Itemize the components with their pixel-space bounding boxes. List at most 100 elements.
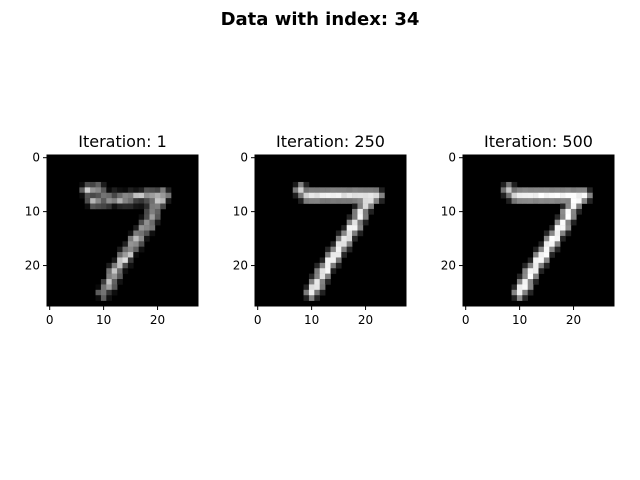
pixel	[122, 192, 129, 199]
pixel	[100, 284, 107, 291]
pixel	[133, 230, 139, 237]
pixel	[522, 284, 529, 291]
pixel	[587, 198, 593, 204]
pixel	[308, 192, 315, 199]
pixel	[111, 192, 118, 199]
pixel	[543, 235, 550, 242]
pixel	[144, 230, 150, 237]
pixel	[352, 230, 358, 237]
pixel	[362, 203, 369, 210]
pixel	[335, 235, 342, 242]
pixel	[346, 187, 353, 194]
pixel	[111, 257, 118, 264]
pixel	[138, 241, 145, 247]
y-tick-label: 20	[25, 259, 40, 273]
pixel	[111, 273, 118, 280]
pixel	[133, 246, 139, 253]
pixel	[362, 192, 369, 199]
pixel	[84, 187, 91, 194]
pixel	[570, 219, 577, 226]
pixel	[554, 198, 561, 204]
pixel	[330, 192, 337, 199]
pixel	[319, 268, 326, 274]
pixel	[516, 187, 523, 194]
panel-title: Iteration: 1	[78, 132, 167, 151]
figure-suptitle: Data with index: 34	[221, 9, 420, 30]
pixel	[511, 289, 518, 296]
pixel	[325, 187, 331, 194]
pixel	[138, 235, 145, 242]
pixel	[560, 208, 566, 215]
pixel	[357, 214, 364, 221]
digit-image	[292, 181, 385, 301]
pixel	[522, 295, 529, 301]
pixel	[538, 198, 545, 204]
pixel	[298, 181, 304, 188]
pixel	[362, 198, 369, 204]
pixel	[352, 198, 358, 204]
pixel	[527, 262, 534, 269]
pixel	[533, 268, 539, 274]
pixel	[560, 219, 566, 226]
pixel	[117, 268, 123, 274]
x-tick-label: 0	[462, 313, 470, 327]
digit-image	[500, 181, 593, 301]
pixel	[533, 246, 539, 253]
pixel	[341, 235, 347, 242]
pixel	[335, 246, 342, 253]
pixel	[549, 241, 555, 247]
pixel	[554, 187, 561, 194]
pixel	[346, 225, 353, 231]
pixel	[90, 203, 96, 210]
panels: Iteration: 1 0 10 20 0 10 20 Iteration: 250 0 10 2…	[25, 132, 615, 327]
y-tick-label: 20	[233, 259, 248, 273]
pixel	[373, 192, 380, 199]
pixel	[303, 192, 310, 199]
pixel	[522, 192, 529, 199]
pixel	[133, 235, 139, 242]
pixel	[516, 295, 523, 301]
pixel	[95, 192, 102, 199]
pixel	[341, 198, 347, 204]
pixel	[516, 198, 523, 204]
pixel	[308, 295, 315, 301]
pixel	[560, 230, 566, 237]
pixel	[106, 268, 113, 274]
pixel	[565, 214, 572, 221]
pixel	[362, 219, 369, 226]
pixel	[554, 225, 561, 231]
pixel	[511, 284, 518, 291]
pixel	[308, 289, 315, 296]
pixel	[160, 203, 166, 210]
pixel	[527, 198, 534, 204]
pixel	[122, 241, 129, 247]
pixel	[138, 246, 145, 253]
pixel	[538, 246, 545, 253]
pixel	[100, 289, 107, 296]
pixel	[117, 252, 123, 258]
pixel	[560, 198, 566, 204]
pixel	[138, 203, 145, 210]
y-tick-label: 0	[448, 151, 456, 165]
pixel	[144, 235, 150, 242]
pixel	[106, 279, 113, 285]
pixel	[127, 262, 134, 269]
pixel	[144, 208, 150, 215]
pixel	[554, 246, 561, 253]
pixel	[368, 208, 374, 215]
pixel	[335, 230, 342, 237]
pixel	[149, 225, 156, 231]
pixel	[352, 225, 358, 231]
pixel	[357, 208, 364, 215]
pixel	[325, 246, 331, 253]
pixel	[549, 230, 555, 237]
pixel	[565, 208, 572, 215]
pixel	[522, 279, 529, 285]
pixel	[538, 192, 545, 199]
pixel	[357, 198, 364, 204]
pixel	[511, 295, 518, 301]
pixel	[314, 268, 321, 274]
pixel	[570, 198, 577, 204]
pixel	[303, 289, 310, 296]
pixel	[368, 198, 374, 204]
